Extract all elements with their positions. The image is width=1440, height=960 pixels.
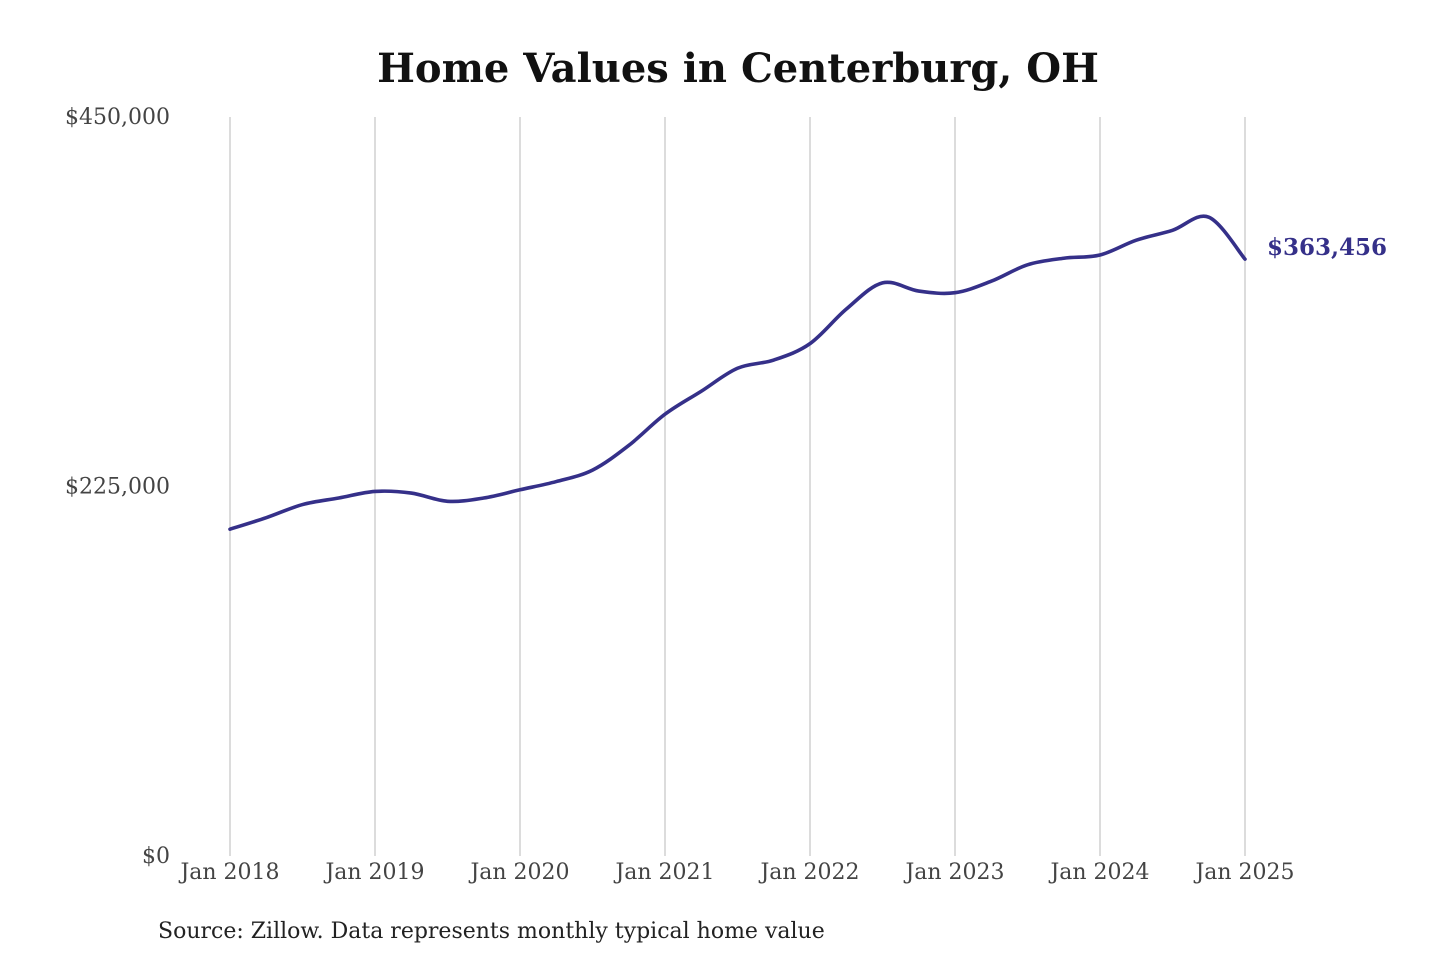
x-tick-label: Jan 2025 <box>1193 860 1294 885</box>
y-tick-label: $225,000 <box>65 475 170 500</box>
source-note: Source: Zillow. Data represents monthly … <box>158 919 825 944</box>
x-tick-label: Jan 2024 <box>1048 860 1149 885</box>
x-tick-label: Jan 2022 <box>758 860 859 885</box>
x-tick-label: Jan 2018 <box>178 860 279 885</box>
latest-value-label: $363,456 <box>1267 234 1387 261</box>
home-value-series-line <box>228 214 1247 531</box>
y-axis-tick-labels: $0 $225,000 $450,000 <box>65 105 170 869</box>
vertical-gridlines <box>229 117 1246 856</box>
x-axis-tick-labels: Jan 2018 Jan 2019 Jan 2020 Jan 2021 Jan 2022… <box>178 860 1294 885</box>
y-tick-label: $0 <box>142 844 170 869</box>
x-tick-label: Jan 2021 <box>613 860 714 885</box>
x-tick-label: Jan 2023 <box>903 860 1004 885</box>
chart-title: Home Values in Centerburg, OH <box>377 45 1099 92</box>
x-tick-label: Jan 2019 <box>323 860 424 885</box>
x-tick-label: Jan 2020 <box>468 860 569 885</box>
y-tick-label: $450,000 <box>65 105 170 130</box>
